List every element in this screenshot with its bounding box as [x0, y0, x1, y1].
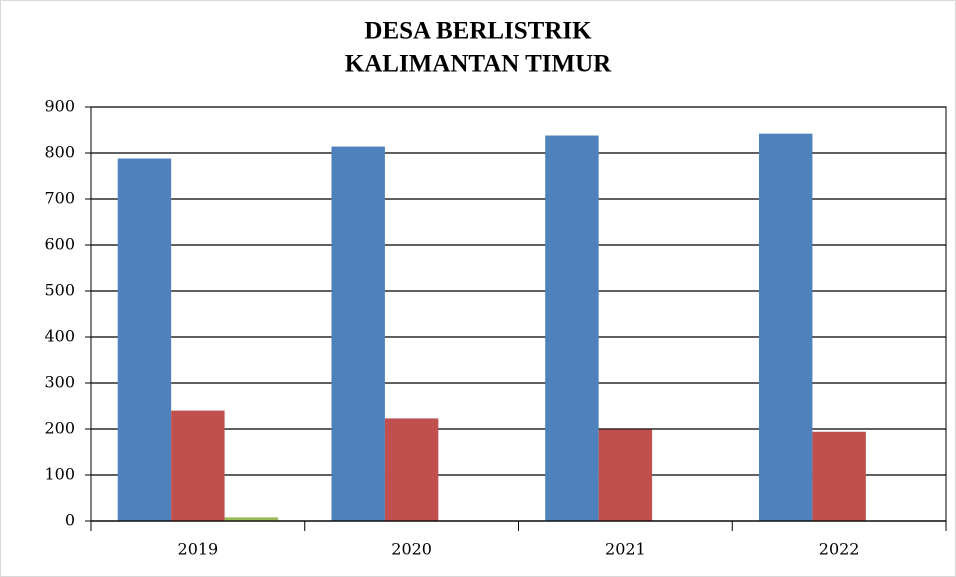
y-tick-label: 200 [44, 419, 75, 438]
x-tick-label: 2022 [819, 540, 860, 559]
bar [812, 431, 866, 521]
y-tick-label: 900 [44, 97, 75, 116]
chart-title: DESA BERLISTRIK [364, 18, 592, 45]
y-tick-label: 800 [44, 143, 75, 162]
bar [224, 517, 279, 521]
bar [117, 158, 172, 521]
y-tick-label: 500 [44, 281, 75, 300]
x-tick-label: 2020 [391, 540, 432, 559]
y-tick-label: 600 [44, 235, 75, 254]
y-tick-label: 300 [44, 373, 75, 392]
chart-title: KALIMANTAN TIMUR [345, 51, 612, 78]
y-tick-label: 700 [44, 189, 75, 208]
bar [598, 429, 653, 521]
x-tick-label: 2019 [178, 540, 219, 559]
bar [331, 146, 385, 521]
bar [171, 410, 225, 521]
x-tick-label: 2021 [605, 540, 646, 559]
bar [758, 133, 813, 521]
y-tick-label: 0 [65, 511, 75, 530]
y-tick-label: 100 [44, 465, 75, 484]
bar [545, 135, 599, 521]
y-tick-label: 400 [44, 327, 75, 346]
bar [384, 418, 439, 521]
